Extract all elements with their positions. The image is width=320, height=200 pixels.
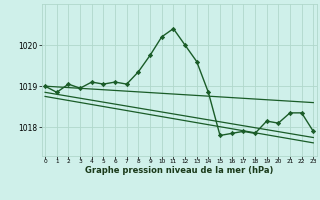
X-axis label: Graphe pression niveau de la mer (hPa): Graphe pression niveau de la mer (hPa)	[85, 166, 273, 175]
